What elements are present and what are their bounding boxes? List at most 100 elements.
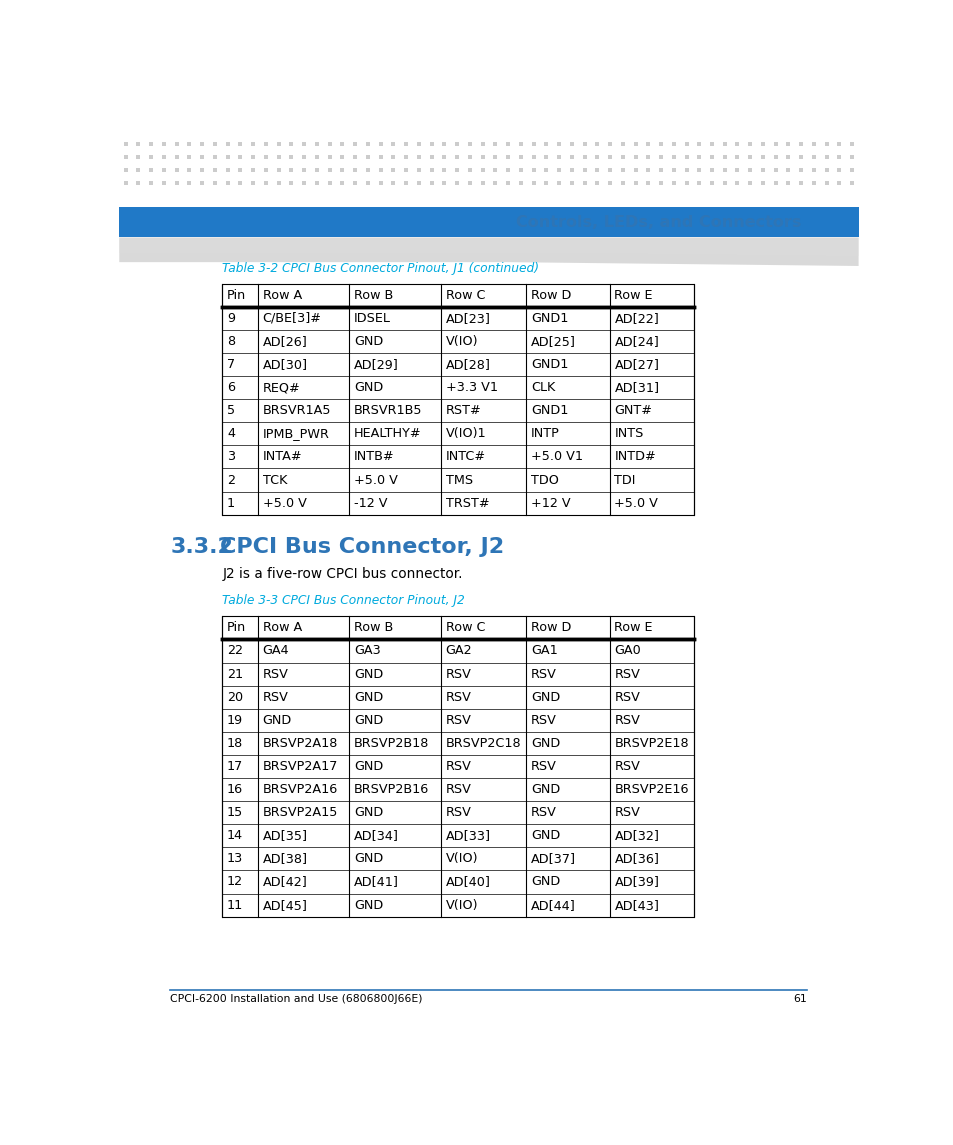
Text: 16: 16 [227, 783, 243, 796]
Text: 6: 6 [227, 381, 234, 394]
Text: RSV: RSV [530, 668, 556, 680]
Text: AD[43]: AD[43] [614, 899, 659, 911]
Text: V(IO)1: V(IO)1 [445, 427, 486, 441]
Text: -12 V: -12 V [354, 497, 387, 510]
Text: GA0: GA0 [614, 645, 640, 657]
Text: AD[24]: AD[24] [614, 335, 659, 348]
Text: AD[29]: AD[29] [354, 358, 398, 371]
Text: INTB#: INTB# [354, 450, 395, 464]
Text: INTC#: INTC# [445, 450, 485, 464]
Text: RSV: RSV [445, 783, 471, 796]
Text: 14: 14 [227, 829, 243, 843]
Text: AD[32]: AD[32] [614, 829, 659, 843]
Text: GND: GND [354, 806, 383, 819]
Text: RSV: RSV [530, 713, 556, 727]
Text: TCK: TCK [262, 474, 287, 487]
Text: INTA#: INTA# [262, 450, 302, 464]
Text: GND: GND [530, 876, 559, 889]
Text: V(IO): V(IO) [445, 899, 477, 911]
Text: 8: 8 [227, 335, 234, 348]
Text: Row A: Row A [262, 622, 301, 634]
Text: GND: GND [530, 690, 559, 704]
Text: HEALTHY#: HEALTHY# [354, 427, 421, 441]
Text: RSV: RSV [445, 713, 471, 727]
Text: AD[34]: AD[34] [354, 829, 398, 843]
Text: AD[42]: AD[42] [262, 876, 307, 889]
Text: GND: GND [262, 713, 292, 727]
Text: INTD#: INTD# [614, 450, 656, 464]
Text: CPCI-6200 Installation and Use (6806800J66E): CPCI-6200 Installation and Use (6806800J… [171, 994, 422, 1004]
Text: REQ#: REQ# [262, 381, 300, 394]
Bar [222, 284, 693, 515]
Text: 18: 18 [227, 737, 243, 750]
Text: AD[27]: AD[27] [614, 358, 659, 371]
Text: RSV: RSV [445, 668, 471, 680]
Text: 61: 61 [793, 994, 806, 1004]
Text: AD[39]: AD[39] [614, 876, 659, 889]
Text: 22: 22 [227, 645, 243, 657]
Text: BRSVR1A5: BRSVR1A5 [262, 404, 331, 417]
Text: AD[40]: AD[40] [445, 876, 490, 889]
Text: INTP: INTP [530, 427, 559, 441]
Text: BRSVR1B5: BRSVR1B5 [354, 404, 422, 417]
Text: TDI: TDI [614, 474, 636, 487]
Text: TMS: TMS [445, 474, 472, 487]
Text: RSV: RSV [530, 760, 556, 773]
Text: BRSVP2A17: BRSVP2A17 [262, 760, 337, 773]
Text: AD[44]: AD[44] [530, 899, 575, 911]
Polygon shape [119, 237, 858, 266]
Text: 19: 19 [227, 713, 243, 727]
Text: AD[45]: AD[45] [262, 899, 307, 911]
Text: GND: GND [354, 690, 383, 704]
Text: 20: 20 [227, 690, 243, 704]
Text: Row D: Row D [530, 289, 571, 302]
Text: RSV: RSV [445, 760, 471, 773]
Text: RSV: RSV [445, 690, 471, 704]
Text: RSV: RSV [262, 690, 288, 704]
Text: AD[35]: AD[35] [262, 829, 307, 843]
Text: 17: 17 [227, 760, 243, 773]
Text: GND1: GND1 [530, 404, 568, 417]
Text: TRST#: TRST# [445, 497, 489, 510]
Text: Row C: Row C [445, 289, 484, 302]
Text: RSV: RSV [614, 760, 639, 773]
Text: Table 3-3 CPCI Bus Connector Pinout, J2: Table 3-3 CPCI Bus Connector Pinout, J2 [222, 594, 465, 608]
Text: C/BE[3]#: C/BE[3]# [262, 311, 321, 325]
Text: GNT#: GNT# [614, 404, 652, 417]
Text: +12 V: +12 V [530, 497, 570, 510]
Text: V(IO): V(IO) [445, 335, 477, 348]
Text: AD[36]: AD[36] [614, 852, 659, 866]
Text: 21: 21 [227, 668, 243, 680]
Text: RSV: RSV [262, 668, 288, 680]
Text: Pin: Pin [227, 622, 246, 634]
Text: GND: GND [354, 668, 383, 680]
Text: TDO: TDO [530, 474, 558, 487]
Text: 15: 15 [227, 806, 243, 819]
Text: GA1: GA1 [530, 645, 557, 657]
Text: RSV: RSV [614, 668, 639, 680]
Text: GND: GND [530, 783, 559, 796]
Text: RSV: RSV [530, 806, 556, 819]
Text: AD[25]: AD[25] [530, 335, 575, 348]
Text: Controls, LEDs, and Connectors: Controls, LEDs, and Connectors [516, 214, 801, 230]
Text: Pin: Pin [227, 289, 246, 302]
Text: +5.0 V: +5.0 V [262, 497, 306, 510]
Text: CPCI Bus Connector, J2: CPCI Bus Connector, J2 [220, 537, 503, 556]
Text: +3.3 V1: +3.3 V1 [445, 381, 497, 394]
Polygon shape [119, 237, 858, 256]
Text: 2: 2 [227, 474, 234, 487]
Text: RSV: RSV [445, 806, 471, 819]
Text: AD[31]: AD[31] [614, 381, 659, 394]
Text: +5.0 V: +5.0 V [354, 474, 397, 487]
Text: RST#: RST# [445, 404, 480, 417]
Text: GA2: GA2 [445, 645, 472, 657]
Text: AD[37]: AD[37] [530, 852, 576, 866]
Text: Table 3-2 CPCI Bus Connector Pinout, J1 (continued): Table 3-2 CPCI Bus Connector Pinout, J1 … [222, 262, 538, 275]
Text: 7: 7 [227, 358, 234, 371]
Text: V(IO): V(IO) [445, 852, 477, 866]
Text: Row C: Row C [445, 622, 484, 634]
Bar [222, 616, 693, 917]
Text: GND: GND [354, 335, 383, 348]
Text: 3: 3 [227, 450, 234, 464]
Text: GND: GND [354, 760, 383, 773]
